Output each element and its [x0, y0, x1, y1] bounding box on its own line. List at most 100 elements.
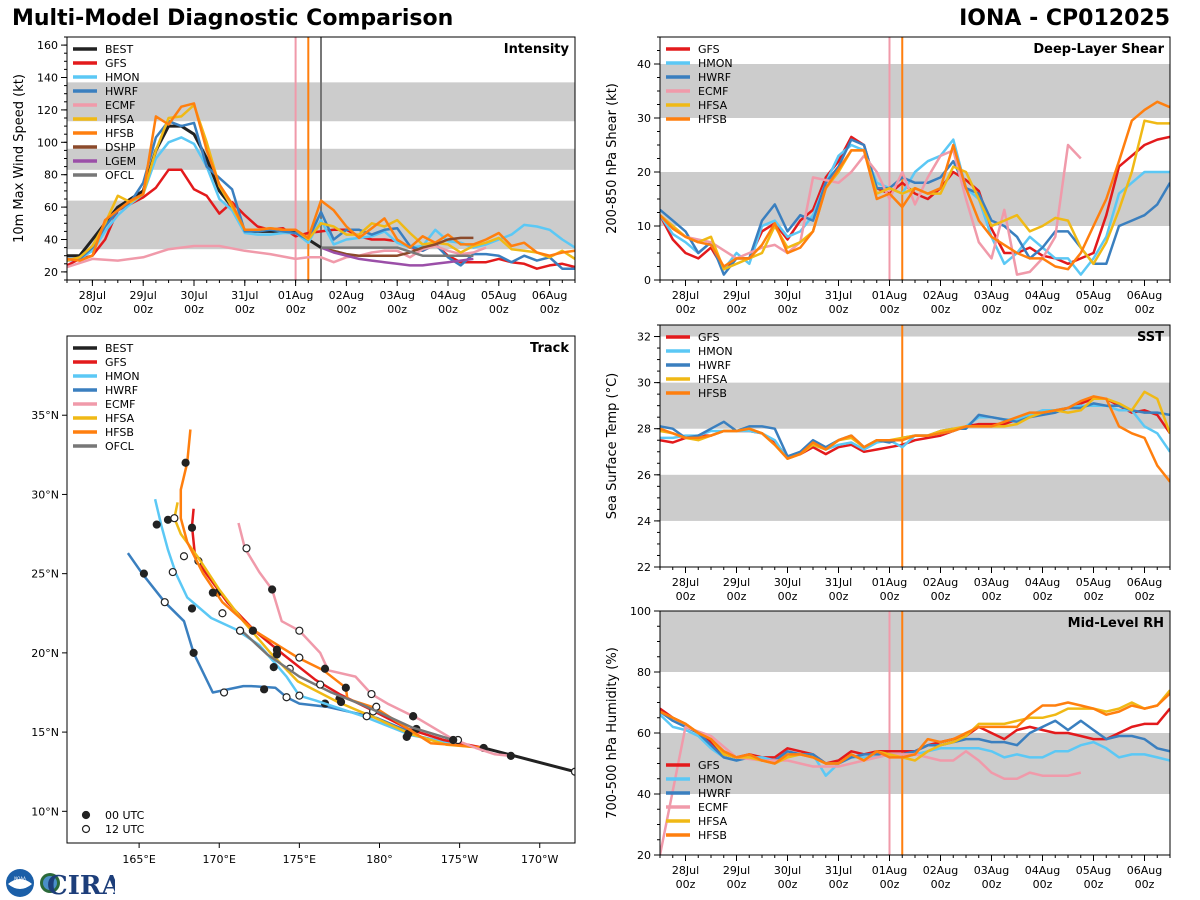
series-group [67, 102, 575, 270]
x-tick-label: 03Aug [379, 289, 414, 302]
plot-area [67, 336, 575, 843]
panel-track: 165°E 170°E 175°E 180° 175°W 170°W 10°N 15°N 20°… [31, 335, 576, 866]
panel-title: SST [1137, 330, 1164, 345]
legend-label-hmon: HMON [698, 773, 733, 786]
legend-label-hmon: HMON [698, 57, 733, 70]
x-tick-label-hour: 00z [880, 878, 900, 891]
y-tick-label: 20 [637, 166, 651, 179]
x-tick-label: 06Aug [532, 289, 567, 302]
panel-title: Deep-Layer Shear [1033, 42, 1164, 57]
y-tick-label: 100 [37, 136, 58, 149]
y-tick-label: 20 [637, 849, 651, 862]
marker-12utc [282, 693, 291, 702]
noaa-logo-icon: NOAA [6, 869, 34, 897]
x-tick-label: 05Aug [1076, 289, 1111, 302]
y-axis-label: 700-500 hPa Humidity (%) [605, 647, 620, 819]
legend-label-ecmf: ECMF [105, 398, 135, 411]
x-tick-label-hour: 00z [676, 590, 696, 603]
y-tick-label: 35°N [31, 409, 59, 422]
shaded-band [660, 611, 1170, 672]
y-tick-label: 30°N [31, 488, 59, 501]
panel-title: Track [530, 341, 569, 356]
x-tick-label: 30Jul [774, 289, 801, 302]
svg-text:CIRA: CIRA [47, 871, 115, 898]
y-tick-label: 15°N [31, 726, 59, 739]
x-tick-label: 28Jul [672, 576, 699, 589]
marker-00utc [409, 712, 418, 721]
x-tick-label-hour: 00z [880, 590, 900, 603]
legend-label-ofcl: OFCL [105, 440, 135, 453]
legend-label-hmon: HMON [105, 71, 140, 84]
legend-label-hwrf: HWRF [698, 71, 731, 84]
x-tick-label-hour: 00z [438, 303, 458, 316]
marker-00utc [449, 735, 458, 745]
svg-text:NOAA: NOAA [14, 876, 26, 881]
marker-12utc [295, 653, 304, 662]
x-tick-label-hour: 00z [829, 878, 849, 891]
legend-label-hwrf: HWRF [698, 787, 731, 800]
series-line-ecmf [660, 143, 1082, 276]
y-tick-label: 25°N [31, 568, 59, 581]
series-line-ecmf [67, 244, 487, 269]
y-tick-label: 10°N [31, 805, 59, 818]
panel-rh: 28Jul00z29Jul00z30Jul00z31Jul00z01Aug00z… [605, 605, 1171, 891]
series-line-hwrf [67, 119, 575, 270]
x-tick-label-hour: 00z [676, 303, 696, 316]
x-tick-label-hour: 00z [727, 878, 747, 891]
x-tick-label: 05Aug [481, 289, 516, 302]
x-tick-label: 170°W [521, 853, 558, 866]
x-tick-label: 28Jul [79, 289, 106, 302]
x-tick-label-hour: 00z [1135, 590, 1155, 603]
x-tick-label-hour: 00z [982, 878, 1002, 891]
shaded-band [660, 474, 1170, 521]
marker-12utc [295, 691, 304, 700]
marker-00utc [320, 664, 330, 673]
y-tick-label: 40 [637, 58, 651, 71]
series-line-hfsa [67, 103, 575, 262]
marker-00utc [181, 458, 190, 467]
legend-label-hwrf: HWRF [105, 384, 138, 397]
marker-12utc [295, 626, 304, 635]
x-tick-label: 29Jul [130, 289, 157, 302]
marker-12utc [218, 609, 227, 618]
shaded-band [660, 64, 1170, 118]
series-group [660, 100, 1170, 276]
legend-label-hfsb: HFSB [105, 426, 134, 439]
x-tick-label: 04Aug [1025, 289, 1060, 302]
x-tick-label: 03Aug [974, 864, 1009, 877]
y-tick-label: 80 [637, 666, 651, 679]
x-tick-label-hour: 00z [931, 303, 951, 316]
legend-label-hfsa: HFSA [698, 373, 728, 386]
y-tick-label: 28 [637, 423, 651, 436]
series-line-best [483, 746, 575, 774]
legend-label-hfsb: HFSB [698, 387, 727, 400]
panel-title: Mid-Level RH [1068, 616, 1164, 631]
legend-label-hmon: HMON [698, 345, 733, 358]
legend-label-lgem: LGEM [105, 155, 136, 168]
series-group [126, 429, 575, 776]
y-tick-label: 60 [637, 727, 651, 740]
legend-label-hfsa: HFSA [105, 113, 135, 126]
x-tick-label: 30Jul [180, 289, 207, 302]
legend-label-gfs: GFS [105, 356, 127, 369]
x-tick-label: 31Jul [231, 289, 258, 302]
x-tick-label-hour: 00z [540, 303, 560, 316]
marker-12utc [219, 688, 229, 697]
x-tick-label: 02Aug [923, 864, 958, 877]
x-tick-label: 180° [366, 853, 393, 866]
legend-label-hfsb: HFSB [105, 127, 134, 140]
marker-00utc [260, 685, 269, 694]
marker-00utc [268, 585, 277, 594]
legend-marker-label: 12 UTC [105, 823, 145, 836]
x-tick-label-hour: 00z [235, 303, 255, 316]
y-tick-label: 100 [630, 605, 651, 618]
shaded-band [660, 325, 1170, 337]
series-line-dshp [320, 236, 474, 257]
marker-00utc [336, 697, 346, 707]
y-tick-label: 40 [44, 234, 58, 247]
y-tick-label: 120 [37, 104, 58, 117]
panel-intensity: 28Jul00z29Jul00z30Jul00z31Jul00z01Aug00z… [12, 36, 576, 316]
marker-00utc [139, 569, 149, 578]
legend-marker-00utc [81, 810, 91, 820]
